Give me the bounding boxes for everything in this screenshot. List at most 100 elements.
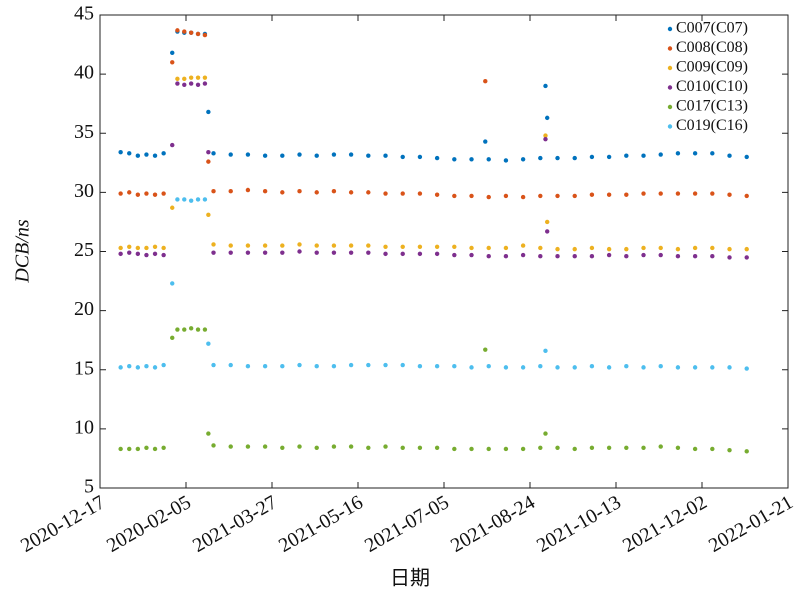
data-point: [331, 250, 337, 255]
data-point: [206, 159, 211, 164]
data-point: [211, 188, 216, 194]
data-point: [331, 444, 337, 449]
data-point: [483, 347, 488, 352]
data-point: [520, 446, 526, 452]
data-point: [206, 431, 211, 436]
data-point: [152, 251, 158, 257]
data-point: [314, 243, 319, 248]
data-point: [727, 246, 732, 252]
data-point: [400, 362, 405, 368]
data-point: [314, 190, 319, 195]
data-point: [692, 446, 698, 452]
data-point: [606, 154, 612, 160]
data-point: [135, 192, 141, 197]
data-point: [262, 153, 268, 158]
data-point: [195, 327, 201, 332]
data-point: [228, 152, 233, 157]
data-point: [206, 341, 211, 346]
data-point: [543, 133, 548, 138]
data-point: [727, 153, 732, 158]
data-point: [520, 252, 526, 258]
data-point: [710, 245, 715, 251]
legend-marker: [667, 85, 673, 90]
data-point: [202, 75, 208, 80]
data-point: [348, 362, 354, 368]
data-point: [297, 249, 302, 254]
y-tick-label: 35: [74, 121, 94, 143]
data-point: [170, 142, 175, 148]
data-point: [366, 153, 371, 158]
data-point: [262, 444, 268, 449]
data-point: [417, 244, 423, 249]
data-point: [175, 197, 180, 202]
x-tick-label: 2021-10-13: [533, 491, 625, 557]
data-point: [127, 446, 132, 452]
data-point: [348, 190, 354, 195]
data-point: [118, 191, 123, 196]
data-point: [555, 246, 560, 252]
legend-marker: [667, 65, 673, 71]
data-point: [710, 151, 715, 156]
data-point: [483, 79, 488, 84]
data-point: [170, 60, 175, 65]
data-point: [400, 445, 405, 450]
data-point: [182, 327, 187, 332]
data-point: [727, 255, 732, 260]
data-point: [417, 364, 423, 369]
data-point: [543, 83, 548, 89]
data-point: [161, 362, 166, 368]
data-point: [188, 30, 194, 35]
data-point: [182, 29, 187, 34]
data-point: [383, 444, 388, 449]
data-point: [417, 154, 423, 160]
data-point: [175, 81, 180, 86]
data-point: [538, 155, 543, 161]
data-point: [245, 250, 251, 255]
data-point: [297, 152, 302, 157]
data-point: [624, 364, 629, 369]
data-point: [641, 252, 646, 258]
data-point: [144, 191, 149, 196]
data-point: [366, 362, 371, 368]
data-point: [144, 445, 149, 450]
data-point: [641, 365, 646, 370]
data-point: [175, 28, 180, 33]
data-point: [297, 188, 302, 194]
data-point: [572, 155, 577, 161]
data-point: [245, 364, 251, 369]
data-point: [572, 246, 577, 252]
data-point: [383, 153, 388, 158]
data-point: [245, 152, 251, 157]
data-point: [641, 245, 646, 251]
data-point: [624, 246, 629, 252]
data-point: [543, 136, 548, 142]
data-point: [118, 149, 123, 155]
data-point: [314, 250, 319, 255]
legend-marker: [667, 46, 673, 51]
data-point: [483, 139, 488, 144]
y-tick-label: 45: [74, 3, 94, 25]
data-point: [641, 445, 646, 450]
data-point: [228, 444, 233, 449]
data-point: [710, 254, 715, 259]
data-point: [486, 446, 491, 452]
data-point: [348, 243, 354, 248]
legend-label: C009(C09): [676, 59, 748, 76]
data-point: [452, 244, 457, 249]
data-point: [383, 251, 388, 257]
data-point: [202, 32, 208, 38]
data-point: [127, 190, 132, 195]
data-point: [182, 82, 187, 87]
legend-marker: [667, 104, 673, 110]
data-point: [202, 197, 208, 202]
data-point: [400, 244, 405, 249]
data-point: [538, 254, 543, 259]
data-point: [280, 243, 285, 248]
data-point: [624, 254, 629, 259]
legend-label: C010(C10): [676, 78, 748, 95]
data-point: [744, 366, 749, 371]
data-point: [452, 446, 457, 452]
data-point: [366, 243, 371, 248]
data-point: [434, 251, 440, 257]
data-point: [144, 152, 149, 157]
